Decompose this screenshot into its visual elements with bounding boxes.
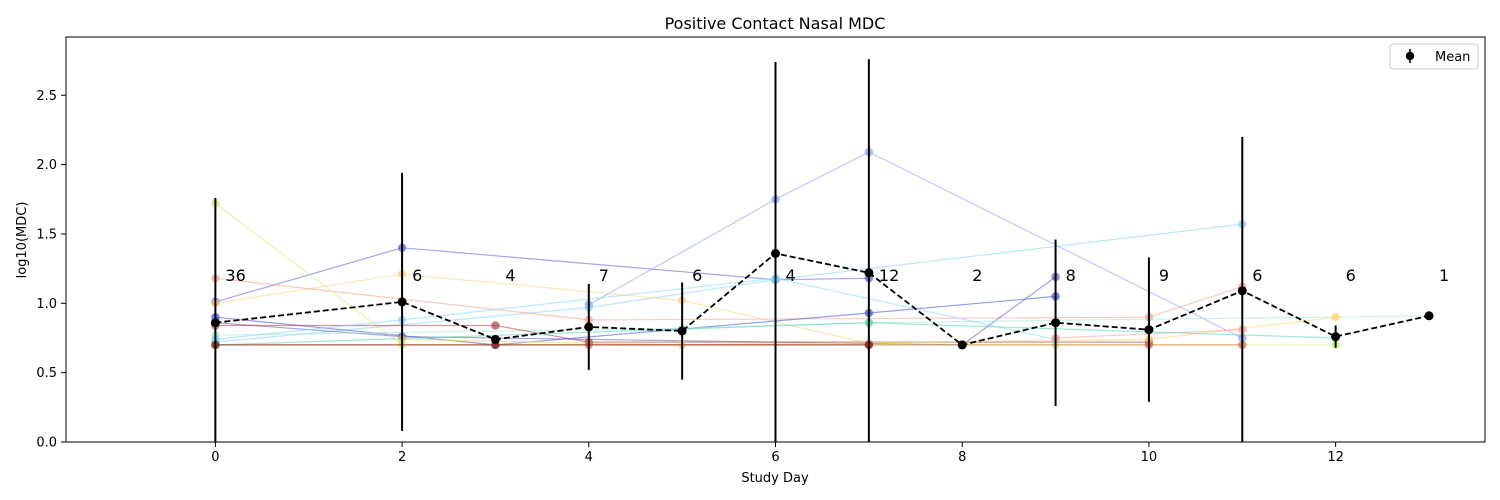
mean-point [584, 322, 594, 332]
count-label: 8 [1066, 266, 1076, 285]
y-tick-label: 2.5 [36, 89, 57, 104]
axis-layer: 0 2 4 6 8 10 12 0.0 0.5 1.0 1.5 2.0 2.5 [36, 89, 1344, 465]
y-axis-label: log10(MDC) [15, 202, 30, 279]
legend-box [1389, 43, 1479, 70]
x-tick-label: 4 [585, 450, 593, 465]
mean-point [1144, 325, 1154, 335]
count-label: 7 [599, 266, 609, 285]
mean-point [1424, 311, 1434, 321]
y-tick-label: 2.0 [36, 158, 57, 173]
x-tick-label: 0 [211, 450, 219, 465]
y-tick-label: 1.5 [36, 227, 57, 242]
x-tick-label: 6 [771, 450, 779, 465]
y-tick-label: 0.0 [36, 436, 57, 451]
mean-point [1051, 318, 1061, 328]
mean-point [677, 326, 687, 336]
x-tick-label: 12 [1327, 450, 1344, 465]
legend-label-mean: Mean [1435, 50, 1470, 65]
count-label: 6 [1252, 266, 1262, 285]
legend-marker-icon [1405, 51, 1415, 61]
legend: Mean [1389, 43, 1479, 70]
count-label: 1 [1439, 266, 1449, 285]
count-layer: 36 6 4 7 6 4 12 2 8 9 6 6 1 [225, 266, 1449, 285]
count-label: 6 [412, 266, 422, 285]
mean-layer [210, 59, 1434, 442]
count-label: 4 [505, 266, 515, 285]
subject-point [491, 321, 500, 330]
x-axis-label: Study Day [741, 471, 809, 486]
y-tick-label: 0.5 [36, 366, 57, 381]
subject-point [1331, 313, 1340, 322]
count-label: 6 [692, 266, 702, 285]
mean-point [490, 334, 500, 344]
mean-point [397, 297, 407, 307]
count-label: 4 [786, 266, 796, 285]
mean-point [864, 268, 874, 278]
mean-point [957, 340, 967, 350]
chart-title: Positive Contact Nasal MDC [665, 14, 886, 33]
mean-point [771, 248, 780, 258]
count-label: 9 [1159, 266, 1169, 285]
x-tick-label: 2 [398, 450, 406, 465]
count-label: 12 [879, 266, 899, 285]
count-label: 2 [972, 266, 982, 285]
y-tick-label: 1.0 [36, 297, 57, 312]
count-label: 6 [1346, 266, 1356, 285]
mean-point [210, 318, 220, 328]
mean-point [1237, 286, 1247, 296]
x-tick-label: 8 [958, 450, 966, 465]
count-label: 36 [225, 266, 245, 285]
mean-point [1331, 332, 1341, 342]
x-tick-label: 10 [1141, 450, 1158, 465]
